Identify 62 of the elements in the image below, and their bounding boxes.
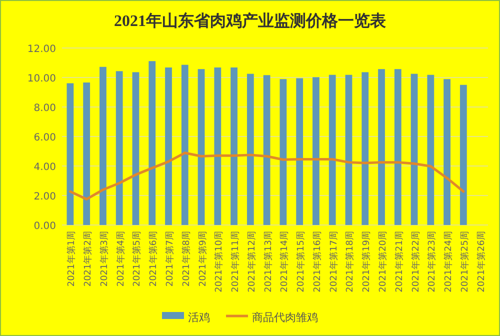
- x-tick-label: 2021年第2周: [82, 231, 94, 287]
- bar: [214, 67, 222, 225]
- x-tick-label: 2021年第24周: [443, 231, 454, 292]
- x-tick-label: 2021年第23周: [426, 231, 438, 292]
- x-tick-label: 2021年第1周: [66, 231, 78, 287]
- y-tick-label: 6.00: [34, 132, 56, 144]
- legend-label: 商品代肉雏鸡: [252, 311, 318, 324]
- bar: [444, 79, 450, 225]
- bar: [148, 61, 156, 225]
- x-tick-label: 2021年第25周: [459, 231, 470, 292]
- bar: [100, 66, 106, 225]
- bar: [460, 84, 467, 225]
- x-tick-label: 2021年第13周: [262, 231, 274, 292]
- x-tick-label: 2021年第26周: [476, 231, 487, 292]
- bar: [312, 77, 320, 225]
- bar: [328, 74, 336, 225]
- x-tick-label: 2021年第15周: [296, 231, 307, 292]
- y-tick-label: 10.00: [27, 74, 56, 84]
- bar: [410, 74, 418, 225]
- x-tick-label: 2021年第11周: [230, 231, 242, 292]
- bar: [394, 69, 402, 225]
- x-tick-label: 2021年第4周: [115, 231, 126, 287]
- x-tick-label: 2021年第10周: [214, 231, 225, 292]
- bar: [230, 67, 238, 225]
- legend-label: 活鸡: [188, 311, 210, 324]
- x-tick-label: 2021年第17周: [328, 231, 340, 292]
- bar: [246, 74, 254, 225]
- x-tick-label: 2021年第6周: [148, 231, 160, 287]
- bar: [132, 72, 140, 225]
- y-tick-label: 8.00: [34, 103, 56, 114]
- bar: [296, 78, 304, 225]
- line-series: [68, 152, 465, 200]
- bar: [198, 69, 205, 225]
- x-tick-label: 2021年第18周: [344, 231, 356, 292]
- x-tick-label: 2021年第3周: [98, 231, 110, 287]
- bar: [116, 71, 123, 225]
- x-tick-label: 2021年第5周: [132, 231, 143, 287]
- x-tick-label: 2021年第20周: [378, 231, 388, 292]
- bar: [181, 64, 188, 225]
- x-tick-label: 2021年第14周: [279, 231, 290, 292]
- x-tick-label: 2021年第21周: [394, 231, 405, 292]
- x-tick-label: 2021年第19周: [361, 231, 372, 292]
- bar: [378, 69, 385, 225]
- bar: [263, 75, 270, 225]
- x-tick-label: 2021年第22周: [410, 231, 422, 292]
- bar: [427, 74, 434, 225]
- y-tick-label: 2.00: [34, 192, 56, 202]
- y-tick-label: 0.00: [34, 221, 56, 232]
- bar: [83, 82, 90, 225]
- chart-title: 2021年山东省肉鸡产业监测价格一览表: [114, 12, 387, 30]
- bar: [280, 79, 287, 225]
- bar: [165, 67, 172, 225]
- x-tick-label: 2021年第16周: [312, 231, 323, 292]
- bar: [66, 83, 74, 225]
- x-tick-label: 2021年第12周: [246, 231, 258, 292]
- bar: [362, 72, 369, 225]
- y-tick-label: 12.00: [27, 44, 56, 55]
- x-tick-label: 2021年第8周: [180, 231, 192, 287]
- x-tick-label: 2021年第9周: [197, 231, 208, 287]
- x-tick-label: 2021年第7周: [164, 231, 176, 287]
- y-tick-label: 4.00: [34, 162, 56, 173]
- bar: [345, 74, 352, 225]
